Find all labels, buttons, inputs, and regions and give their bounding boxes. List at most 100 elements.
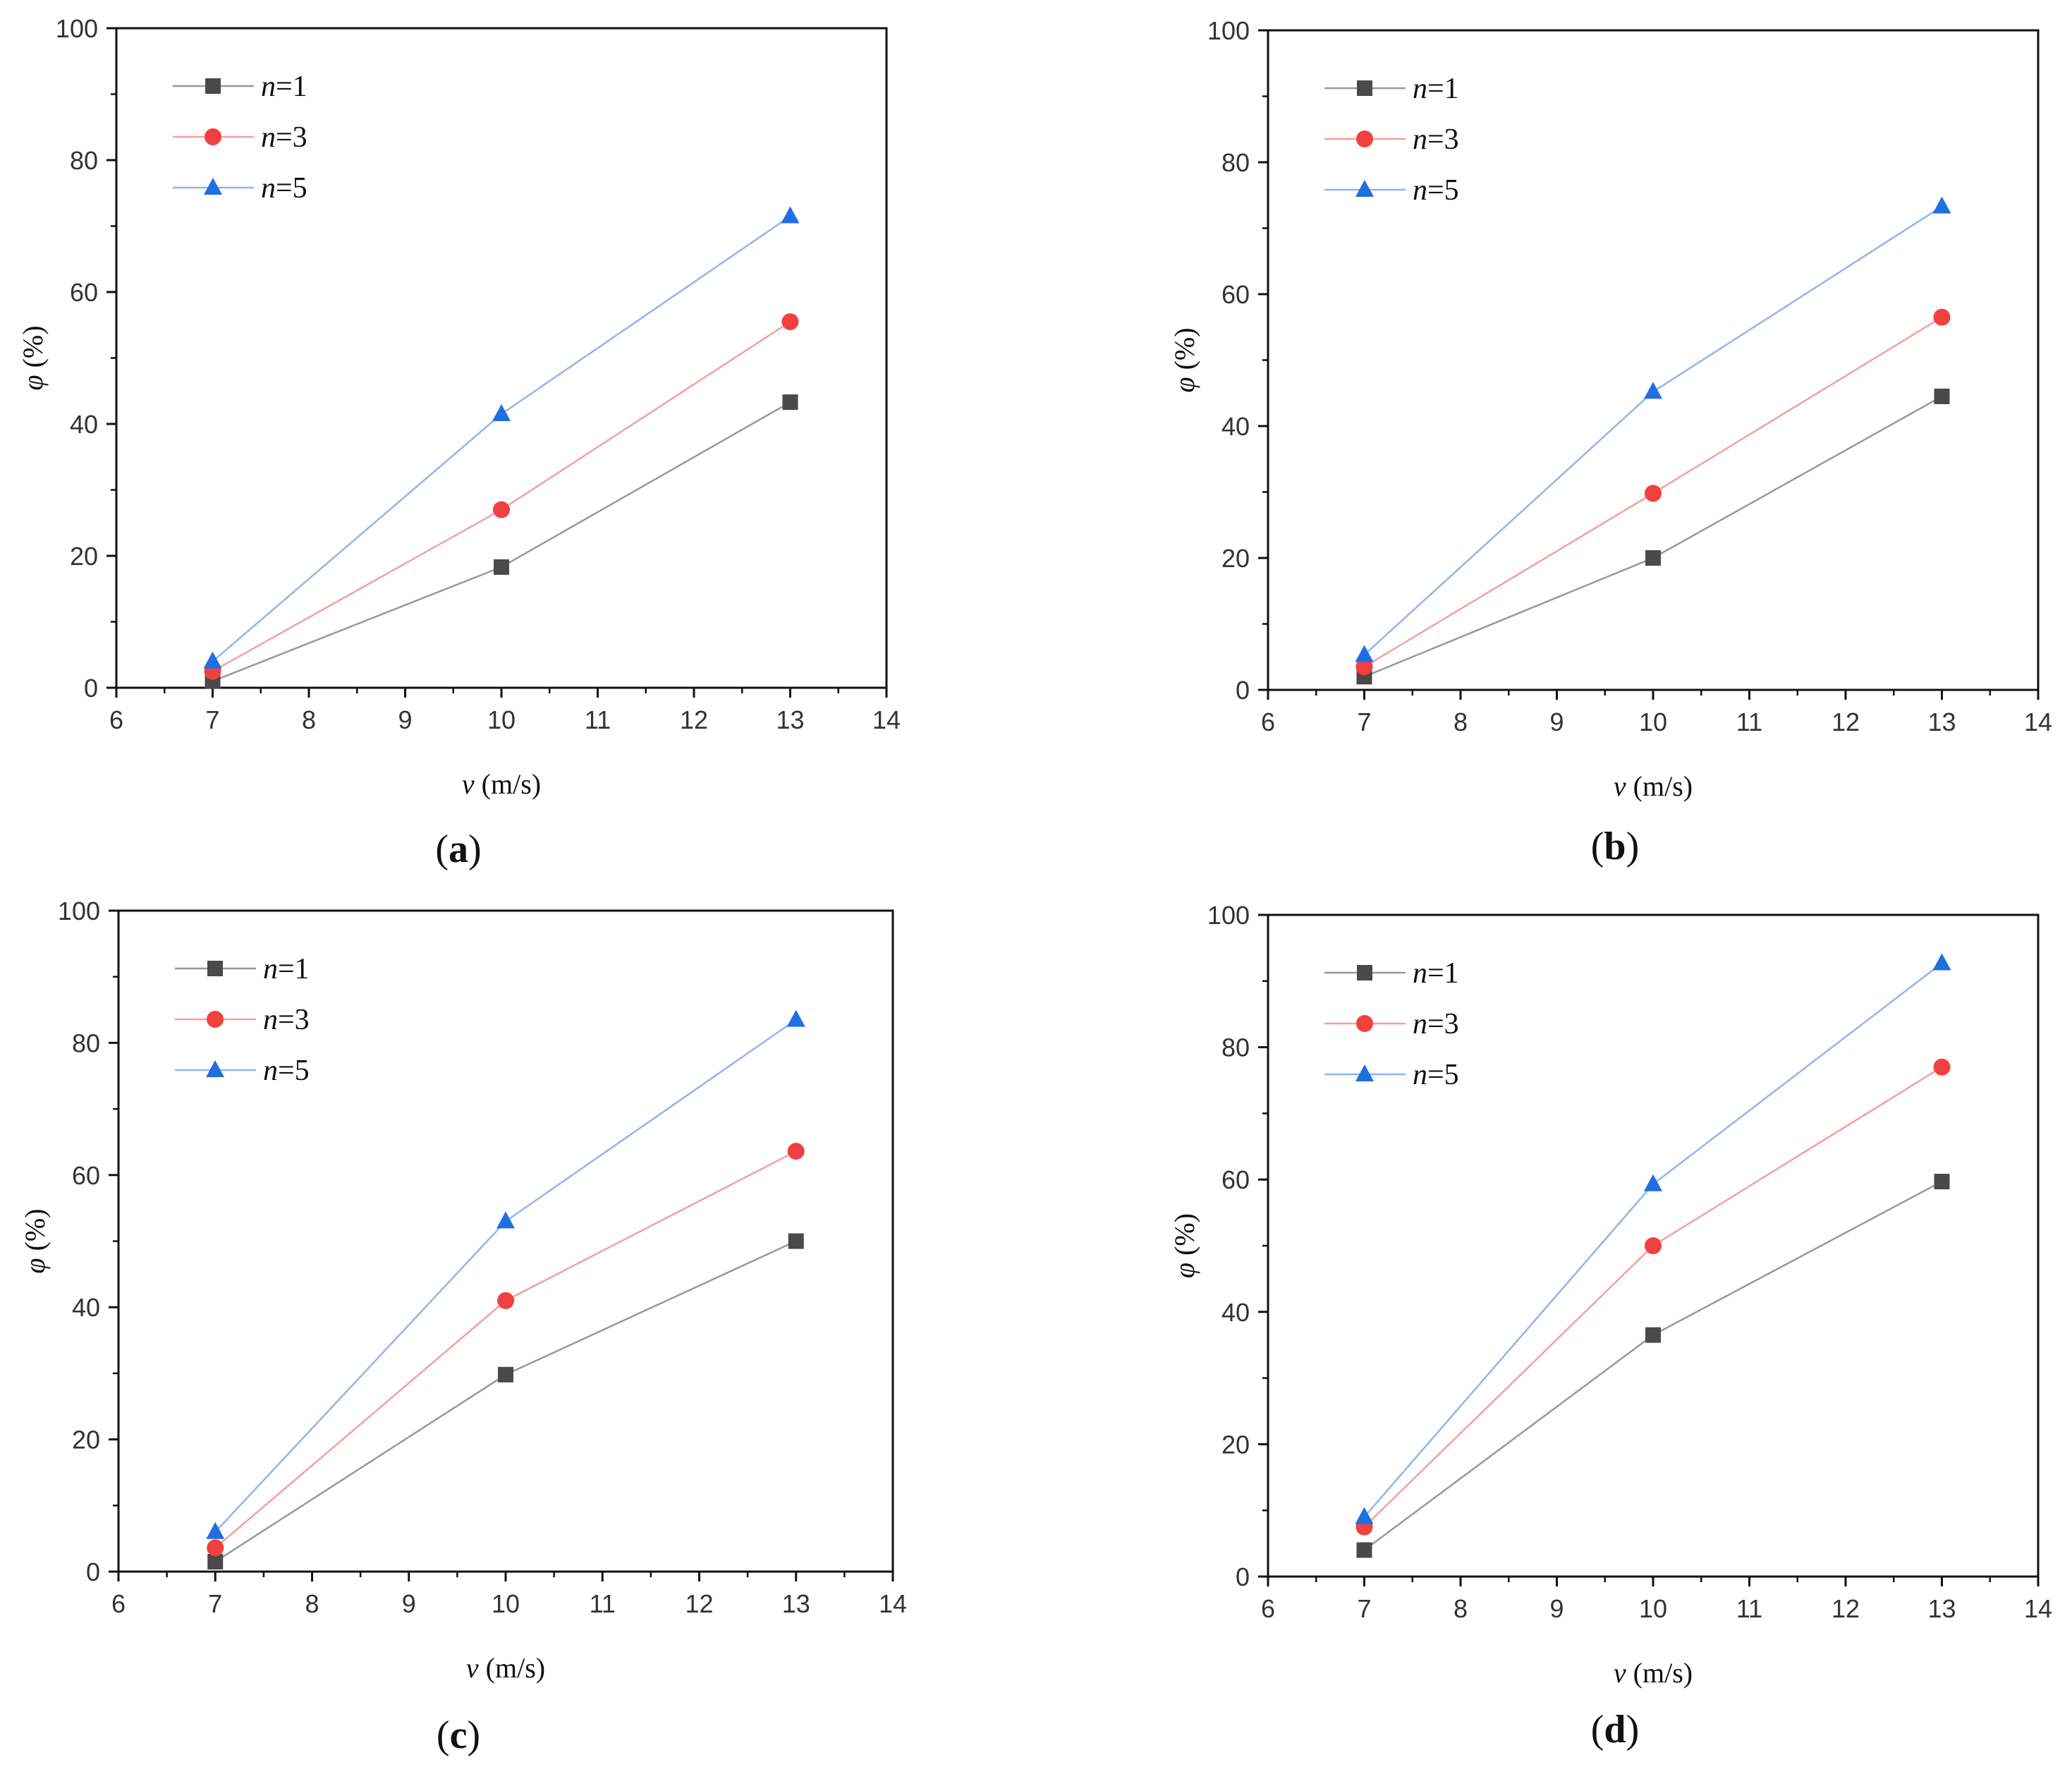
y-tick-label: 60 xyxy=(72,1161,100,1190)
series-line-n=5 xyxy=(1363,205,1943,656)
y-tick-label: 40 xyxy=(72,1293,100,1322)
data-point-n=3 xyxy=(493,501,510,518)
panel-label-d: (d) xyxy=(1591,1708,1639,1751)
plot-frame xyxy=(117,909,894,1573)
data-point-n=1 xyxy=(1645,1327,1661,1343)
x-axis-title: v (m/s) xyxy=(1614,770,1693,802)
x-tick-label: 10 xyxy=(1639,708,1667,736)
data-point-n=3 xyxy=(207,1539,224,1557)
data-point-n=1 xyxy=(494,559,509,575)
x-tick-label: 14 xyxy=(872,705,901,734)
data-point-n=5 xyxy=(206,1522,225,1539)
y-axis-title: φ (%) xyxy=(19,1208,51,1273)
y-axis-title: φ (%) xyxy=(1169,327,1200,392)
y-tick-label: 40 xyxy=(1221,1298,1250,1327)
y-tick-label: 40 xyxy=(70,410,98,439)
y-tick-label: 20 xyxy=(72,1426,100,1455)
x-tick-label: 7 xyxy=(208,1589,222,1618)
data-point-n=1 xyxy=(207,1553,224,1569)
y-tick-label: 60 xyxy=(70,278,98,307)
data-point-n=1 xyxy=(782,394,798,411)
x-tick-label: 8 xyxy=(302,705,316,734)
data-point-n=1 xyxy=(498,1366,513,1383)
series-line-n=3 xyxy=(214,1150,797,1549)
data-point-n=3 xyxy=(1645,1237,1662,1254)
y-tick-label: 80 xyxy=(1221,1033,1250,1062)
x-tick-label: 13 xyxy=(776,705,804,734)
x-tick-label: 11 xyxy=(1736,1594,1762,1623)
data-point-n=1 xyxy=(1934,1174,1950,1190)
x-tick-label: 13 xyxy=(782,1589,810,1618)
legend-marker-n=1 xyxy=(207,961,223,976)
data-point-n=3 xyxy=(497,1292,514,1309)
legend-label-n=5: n=5 xyxy=(261,172,307,205)
legend-marker-n=3 xyxy=(1356,130,1373,147)
y-tick-label: 0 xyxy=(1236,1562,1250,1591)
y-tick-label: 80 xyxy=(1221,148,1250,177)
legend-label-n=1: n=1 xyxy=(1413,957,1459,990)
series-line-n=5 xyxy=(212,215,791,662)
data-point-n=5 xyxy=(1644,382,1662,399)
x-tick-label: 12 xyxy=(1832,708,1860,736)
x-tick-label: 8 xyxy=(305,1589,319,1618)
y-tick-label: 60 xyxy=(1221,1165,1250,1194)
legend-marker-n=5 xyxy=(1355,1064,1374,1081)
data-point-n=3 xyxy=(1645,485,1662,502)
data-point-n=3 xyxy=(787,1143,805,1160)
panel-label-b: (b) xyxy=(1591,825,1639,868)
data-point-n=5 xyxy=(496,1211,515,1229)
legend-label-n=5: n=5 xyxy=(1413,1059,1459,1091)
legend-label-n=3: n=3 xyxy=(1413,1008,1459,1040)
data-point-n=5 xyxy=(1355,645,1374,662)
legend-marker-n=1 xyxy=(1357,965,1372,980)
legend-marker-n=3 xyxy=(207,1011,224,1028)
data-point-n=1 xyxy=(788,1233,804,1249)
data-point-n=5 xyxy=(492,403,511,421)
data-point-n=1 xyxy=(1934,388,1950,404)
x-axis-title: v (m/s) xyxy=(466,1652,545,1684)
data-point-n=1 xyxy=(1645,550,1661,566)
x-tick-label: 13 xyxy=(1927,708,1956,736)
x-tick-label: 7 xyxy=(205,705,219,734)
y-tick-label: 0 xyxy=(1236,676,1250,705)
legend-marker-n=5 xyxy=(204,178,222,195)
series-line-n=1 xyxy=(214,1240,797,1562)
y-tick-label: 80 xyxy=(70,146,98,175)
x-tick-label: 10 xyxy=(487,705,516,734)
data-point-n=3 xyxy=(1933,308,1951,326)
x-tick-label: 8 xyxy=(1454,1594,1468,1623)
panel-label-a: (a) xyxy=(435,827,481,871)
x-tick-label: 6 xyxy=(1261,708,1275,736)
chart-panel-c: 6 7 8 9 10 11 12 13 14 0 20 40 60 80 100 v (m/s) φ (%) n=… xyxy=(19,897,907,1684)
data-point-n=5 xyxy=(1644,1174,1662,1191)
x-tick-label: 7 xyxy=(1357,708,1371,736)
legend-label-n=3: n=3 xyxy=(263,1004,310,1036)
x-axis-title: v (m/s) xyxy=(462,768,541,800)
legend-marker-n=5 xyxy=(206,1060,224,1077)
x-tick-label: 10 xyxy=(492,1589,520,1618)
panel-label-c: (c) xyxy=(437,1713,480,1757)
y-tick-label: 100 xyxy=(1207,901,1250,930)
legend-label-n=3: n=3 xyxy=(1413,123,1459,156)
x-axis-title: v (m/s) xyxy=(1614,1657,1693,1689)
data-point-n=5 xyxy=(781,206,800,224)
legend-marker-n=1 xyxy=(1357,80,1372,96)
y-tick-label: 100 xyxy=(56,14,98,43)
chart-panel-b: 6 7 8 9 10 11 12 13 14 0 20 40 60 80 100 v (m/s) φ (%) n=… xyxy=(1169,16,2052,802)
plot-frame xyxy=(115,27,888,689)
series-line-n=1 xyxy=(1363,1180,1943,1551)
legend-marker-n=3 xyxy=(205,128,221,145)
y-tick-label: 20 xyxy=(70,542,98,571)
legend-marker-n=1 xyxy=(205,78,221,94)
legend-marker-n=5 xyxy=(1355,180,1374,197)
x-tick-label: 11 xyxy=(585,705,611,734)
data-point-n=5 xyxy=(1932,196,1951,214)
y-tick-label: 60 xyxy=(1221,280,1250,309)
x-tick-label: 9 xyxy=(1549,1594,1564,1623)
y-axis-title: φ (%) xyxy=(1169,1213,1200,1278)
legend-label-n=5: n=5 xyxy=(263,1055,310,1087)
x-tick-label: 6 xyxy=(109,705,123,734)
data-point-n=5 xyxy=(786,1009,805,1027)
chart-panel-a: 6 7 8 9 10 11 12 13 14 0 20 40 60 80 100 v (m/s) φ (%) n=… xyxy=(17,14,901,800)
